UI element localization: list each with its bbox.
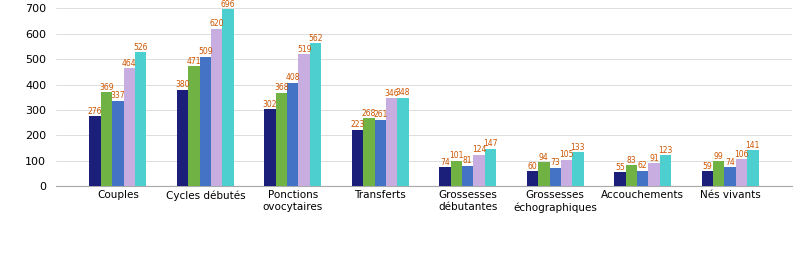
Text: 509: 509 <box>198 47 213 56</box>
Text: 368: 368 <box>274 83 289 92</box>
Bar <box>222 9 234 186</box>
Bar <box>637 170 648 186</box>
Bar <box>538 162 550 186</box>
Text: 81: 81 <box>463 156 473 165</box>
Bar <box>135 53 146 186</box>
Bar <box>90 116 101 186</box>
Bar <box>747 150 758 186</box>
Text: 337: 337 <box>110 91 125 100</box>
Text: 60: 60 <box>527 162 538 170</box>
Text: 105: 105 <box>559 150 574 159</box>
Bar <box>485 149 496 186</box>
Text: 696: 696 <box>221 0 235 9</box>
Text: 348: 348 <box>396 88 410 97</box>
Bar <box>211 28 222 186</box>
Bar <box>112 101 123 186</box>
Bar <box>287 82 298 186</box>
Bar <box>123 68 135 186</box>
Text: 73: 73 <box>550 158 560 167</box>
Text: 369: 369 <box>99 83 114 92</box>
Text: 261: 261 <box>373 110 387 119</box>
Text: 141: 141 <box>746 141 760 150</box>
Text: 562: 562 <box>308 34 322 43</box>
Bar <box>276 93 287 186</box>
Text: 464: 464 <box>122 59 137 68</box>
Bar <box>352 130 363 186</box>
Text: 74: 74 <box>726 158 735 167</box>
Bar <box>526 171 538 186</box>
Bar <box>188 67 200 186</box>
Bar <box>363 118 374 186</box>
Text: 471: 471 <box>186 57 202 66</box>
Text: 380: 380 <box>175 80 190 89</box>
Text: 91: 91 <box>650 154 659 163</box>
Bar <box>561 159 572 186</box>
Bar <box>310 43 322 186</box>
Bar <box>614 172 626 186</box>
Bar <box>713 161 725 186</box>
Bar <box>572 152 584 186</box>
Bar <box>648 163 660 186</box>
Bar <box>702 171 713 186</box>
Text: 519: 519 <box>297 45 311 54</box>
Text: 94: 94 <box>539 153 549 162</box>
Bar <box>398 98 409 186</box>
Text: 408: 408 <box>286 73 300 82</box>
Bar <box>736 159 747 186</box>
Bar <box>450 161 462 186</box>
Bar <box>298 54 310 186</box>
Bar <box>386 98 398 186</box>
Bar <box>177 90 188 186</box>
Text: 99: 99 <box>714 152 724 161</box>
Bar <box>101 92 112 186</box>
Text: 147: 147 <box>483 139 498 149</box>
Text: 106: 106 <box>734 150 749 159</box>
Bar <box>264 110 276 186</box>
Text: 124: 124 <box>472 145 486 154</box>
Text: 526: 526 <box>134 43 148 52</box>
Bar <box>550 168 561 186</box>
Bar <box>439 167 450 186</box>
Text: 62: 62 <box>638 161 647 170</box>
Text: 268: 268 <box>362 109 376 118</box>
Text: 133: 133 <box>570 143 585 152</box>
Text: 346: 346 <box>384 89 399 98</box>
Bar <box>200 57 211 186</box>
Text: 620: 620 <box>210 19 224 28</box>
Bar <box>374 120 386 186</box>
Text: 59: 59 <box>702 162 712 171</box>
Text: 276: 276 <box>88 107 102 116</box>
Text: 83: 83 <box>626 156 636 165</box>
Text: 101: 101 <box>449 151 463 160</box>
Text: 74: 74 <box>440 158 450 167</box>
Text: 55: 55 <box>615 163 625 172</box>
Text: 223: 223 <box>350 120 365 129</box>
Bar <box>626 165 637 186</box>
Bar <box>474 155 485 186</box>
Text: 123: 123 <box>658 145 673 155</box>
Bar <box>725 167 736 186</box>
Bar <box>462 166 474 186</box>
Bar <box>660 155 671 186</box>
Text: 302: 302 <box>263 100 278 109</box>
